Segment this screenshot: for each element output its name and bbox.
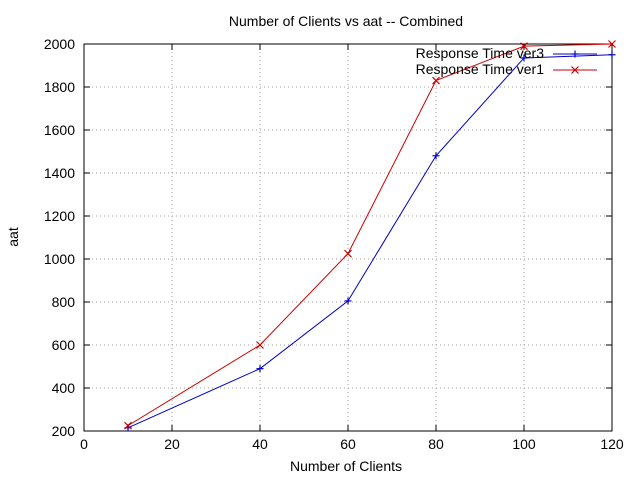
y-tick-label: 400 — [52, 380, 76, 396]
data-point-2 — [520, 42, 528, 51]
legend-marker-1 — [571, 50, 579, 58]
axes: 0 20 40 60 80 100 120 200 400 600 800 1000 1200 1400 1… — [44, 36, 624, 452]
data-point-2 — [344, 249, 352, 258]
series-line-1 — [127, 54, 613, 429]
x-tick-label: 20 — [164, 436, 180, 452]
marker-stroke — [344, 249, 352, 258]
marker-stroke — [432, 76, 440, 85]
data-point-1 — [344, 297, 352, 305]
marker-stroke — [571, 66, 579, 74]
x-tick-label: 100 — [512, 436, 536, 452]
data-point-2 — [124, 421, 132, 430]
data-point-2 — [608, 40, 616, 48]
x-axis-label: Number of Clients — [290, 458, 402, 474]
grid — [84, 44, 612, 431]
marker-stroke — [256, 341, 264, 349]
data-point-2 — [256, 341, 264, 349]
data-point-2 — [432, 76, 440, 85]
y-tick-label: 1400 — [44, 165, 75, 181]
data-point-1 — [256, 365, 264, 373]
series — [124, 40, 616, 432]
marker-stroke — [608, 40, 616, 48]
marker-stroke — [124, 421, 132, 430]
x-tick-label: 120 — [600, 436, 624, 452]
y-axis-label: aat — [5, 227, 21, 247]
y-tick-label: 1800 — [44, 79, 75, 95]
legend-marker-2 — [571, 66, 579, 74]
legend-label-2: Response Time ver1 — [416, 61, 545, 77]
plot-border — [83, 43, 613, 432]
data-point-1 — [520, 54, 528, 62]
y-tick-label: 1000 — [44, 251, 75, 267]
x-tick-label: 80 — [428, 436, 444, 452]
y-tick-label: 2000 — [44, 36, 75, 52]
data-point-1 — [608, 51, 616, 59]
x-tick-label: 0 — [80, 436, 88, 452]
data-point-1 — [432, 152, 440, 160]
legend-label-1: Response Time ver3 — [416, 45, 545, 61]
y-tick-label: 600 — [52, 337, 76, 353]
y-tick-label: 800 — [52, 294, 76, 310]
y-tick-label: 1600 — [44, 122, 75, 138]
marker-stroke — [520, 42, 528, 51]
y-tick-label: 1200 — [44, 208, 75, 224]
series-line-2 — [127, 43, 613, 427]
x-tick-label: 40 — [252, 436, 268, 452]
chart-title: Number of Clients vs aat -- Combined — [229, 13, 463, 29]
x-tick-label: 60 — [340, 436, 356, 452]
y-tick-label: 200 — [52, 423, 76, 439]
